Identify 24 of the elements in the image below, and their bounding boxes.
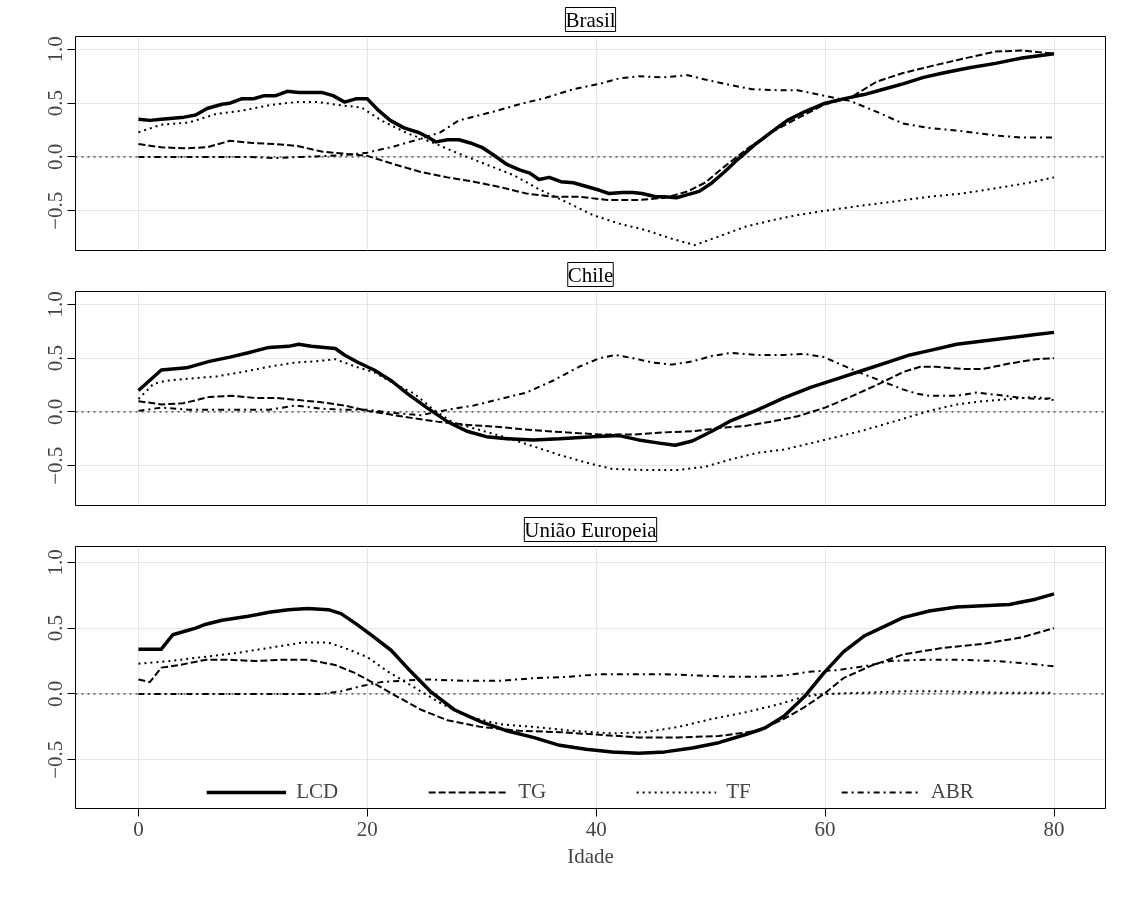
- y-tick-label: −0.5: [43, 740, 68, 779]
- y-tick-label: 0.0: [43, 143, 68, 171]
- chart-title: Brasil: [565, 7, 616, 32]
- legend-label: LCD: [296, 779, 339, 804]
- y-tick-label: 0.0: [43, 398, 68, 426]
- x-tick-label: 60: [814, 816, 836, 841]
- y-tick-label: 1.0: [43, 36, 68, 63]
- chart-title: Chile: [567, 262, 614, 287]
- y-tick-label: 1.0: [43, 549, 68, 576]
- y-tick-label: −0.5: [43, 446, 68, 485]
- x-tick-label: 40: [585, 816, 607, 841]
- legend-label: ABR: [930, 779, 974, 804]
- y-tick-label: 0.0: [43, 680, 68, 708]
- legend-label: TF: [726, 779, 751, 804]
- y-tick-label: 0.5: [43, 615, 68, 642]
- y-tick-label: −0.5: [43, 191, 68, 230]
- x-tick-label: 0: [133, 816, 144, 841]
- legend-label: TG: [518, 779, 547, 804]
- y-tick-label: 0.5: [43, 345, 68, 372]
- y-tick-label: 1.0: [43, 291, 68, 318]
- x-tick-label: 80: [1043, 816, 1065, 841]
- y-tick-label: 0.5: [43, 90, 68, 117]
- x-axis-title: Idade: [567, 843, 614, 868]
- x-tick-label: 20: [356, 816, 378, 841]
